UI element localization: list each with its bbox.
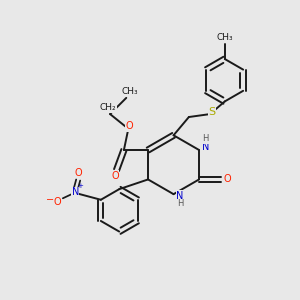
Text: H: H [202, 134, 209, 143]
Text: S: S [208, 107, 216, 117]
Text: N: N [202, 142, 209, 152]
Text: CH₂: CH₂ [99, 103, 116, 112]
Text: CH₃: CH₃ [122, 87, 138, 96]
Text: O: O [75, 168, 82, 178]
Text: N: N [71, 188, 79, 197]
Text: O: O [111, 171, 119, 181]
Text: H: H [177, 199, 183, 208]
Text: −: − [46, 195, 55, 205]
Text: N: N [176, 190, 184, 201]
Text: O: O [54, 197, 61, 207]
Text: +: + [78, 183, 83, 189]
Text: O: O [224, 174, 231, 184]
Text: O: O [126, 122, 134, 131]
Text: CH₃: CH₃ [217, 33, 233, 42]
